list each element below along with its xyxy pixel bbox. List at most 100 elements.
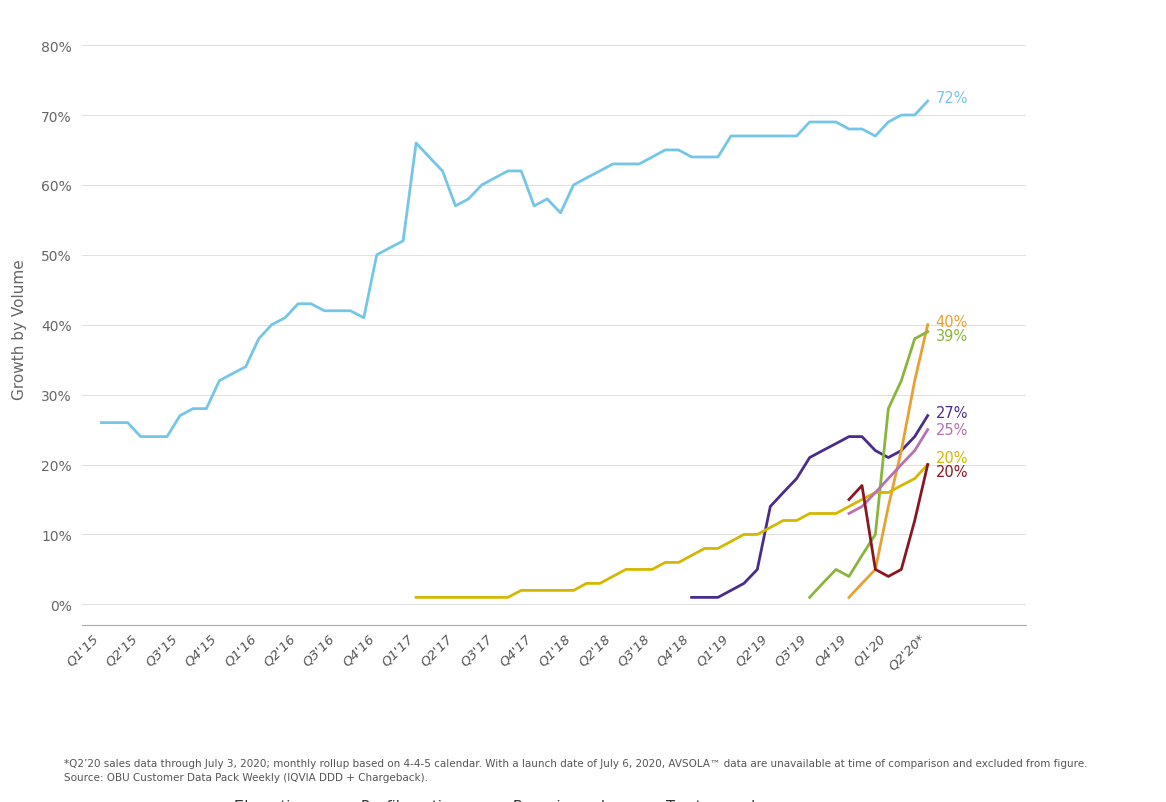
ESA <box>855 502 869 512</box>
Bevacizumab <box>894 446 908 456</box>
Pegfilgrastim <box>697 593 711 602</box>
Infliximab <box>632 565 646 574</box>
Text: 20%: 20% <box>935 464 968 480</box>
Infliximab <box>501 593 515 602</box>
Rituximab <box>855 481 869 491</box>
Text: 39%: 39% <box>935 328 968 343</box>
Infliximab <box>462 593 476 602</box>
Infliximab <box>619 565 633 574</box>
Infliximab <box>921 460 935 470</box>
Bevacizumab <box>881 502 895 512</box>
Pegfilgrastim <box>842 432 856 442</box>
Rituximab <box>881 572 895 581</box>
Y-axis label: Growth by Volume: Growth by Volume <box>13 258 27 399</box>
Infliximab <box>869 488 883 498</box>
Infliximab <box>842 502 856 512</box>
Text: 25%: 25% <box>935 423 968 438</box>
Infliximab <box>645 565 659 574</box>
Trastuzumab <box>842 572 856 581</box>
Infliximab <box>777 516 791 525</box>
ESA <box>907 446 921 456</box>
Infliximab <box>422 593 436 602</box>
Infliximab <box>580 579 593 589</box>
Trastuzumab <box>816 579 830 589</box>
Pegfilgrastim <box>724 585 738 595</box>
Infliximab <box>711 544 725 553</box>
Infliximab <box>724 537 738 547</box>
Pegfilgrastim <box>764 502 778 512</box>
Line: ESA: ESA <box>849 430 928 514</box>
ESA <box>842 509 856 519</box>
Text: 72%: 72% <box>935 91 968 106</box>
Pegfilgrastim <box>816 446 830 456</box>
Line: Filgrastim: Filgrastim <box>101 102 928 437</box>
Pegfilgrastim <box>684 593 698 602</box>
Infliximab <box>802 509 816 519</box>
Infliximab <box>475 593 489 602</box>
Rituximab <box>907 516 921 525</box>
Bevacizumab <box>842 593 856 602</box>
Text: *Q2’20 sales data through July 3, 2020; monthly rollup based on 4-4-5 calendar. : *Q2’20 sales data through July 3, 2020; … <box>64 758 1088 768</box>
Infliximab <box>881 488 895 498</box>
ESA <box>894 460 908 470</box>
Infliximab <box>409 593 423 602</box>
Infliximab <box>606 572 620 581</box>
Line: Pegfilgrastim: Pegfilgrastim <box>691 416 928 597</box>
Pegfilgrastim <box>881 453 895 463</box>
Rituximab <box>869 565 883 574</box>
Infliximab <box>750 530 764 540</box>
Infliximab <box>527 585 541 595</box>
Rituximab <box>921 460 935 470</box>
Infliximab <box>894 481 908 491</box>
Text: Source: OBU Customer Data Pack Weekly (IQVIA DDD + Chargeback).: Source: OBU Customer Data Pack Weekly (I… <box>64 772 428 781</box>
Filgrastim <box>632 160 646 169</box>
Pegfilgrastim <box>907 432 921 442</box>
Infliximab <box>514 585 528 595</box>
Bevacizumab <box>921 321 935 330</box>
Bevacizumab <box>907 376 921 386</box>
Filgrastim <box>567 181 581 191</box>
Infliximab <box>829 509 843 519</box>
Pegfilgrastim <box>711 593 725 602</box>
Filgrastim <box>212 376 226 386</box>
Pegfilgrastim <box>802 453 816 463</box>
Trastuzumab <box>829 565 843 574</box>
Infliximab <box>789 516 803 525</box>
Infliximab <box>672 558 686 568</box>
Infliximab <box>697 544 711 553</box>
Trastuzumab <box>869 530 883 540</box>
Pegfilgrastim <box>789 474 803 484</box>
Infliximab <box>659 558 673 568</box>
Infliximab <box>684 551 698 561</box>
Trastuzumab <box>881 404 895 414</box>
Infliximab <box>449 593 463 602</box>
Pegfilgrastim <box>921 411 935 421</box>
Infliximab <box>764 523 778 533</box>
Line: Bevacizumab: Bevacizumab <box>849 326 928 597</box>
Bevacizumab <box>869 565 883 574</box>
Filgrastim <box>449 202 463 212</box>
Filgrastim <box>94 419 108 428</box>
Line: Trastuzumab: Trastuzumab <box>809 332 928 597</box>
Text: 27%: 27% <box>935 405 968 420</box>
Filgrastim <box>514 167 528 176</box>
Trastuzumab <box>894 376 908 386</box>
Pegfilgrastim <box>737 579 751 589</box>
Text: 40%: 40% <box>935 314 968 330</box>
Line: Rituximab: Rituximab <box>849 465 928 577</box>
Infliximab <box>855 495 869 504</box>
Pegfilgrastim <box>777 488 791 498</box>
Text: 20%: 20% <box>935 451 968 465</box>
Infliximab <box>540 585 554 595</box>
Filgrastim <box>134 432 148 442</box>
Rituximab <box>894 565 908 574</box>
Rituximab <box>842 495 856 504</box>
Filgrastim <box>921 97 935 107</box>
Trastuzumab <box>907 334 921 344</box>
Infliximab <box>435 593 449 602</box>
Trastuzumab <box>802 593 816 602</box>
Pegfilgrastim <box>869 446 883 456</box>
ESA <box>881 474 895 484</box>
Infliximab <box>592 579 606 589</box>
Infliximab <box>816 509 830 519</box>
